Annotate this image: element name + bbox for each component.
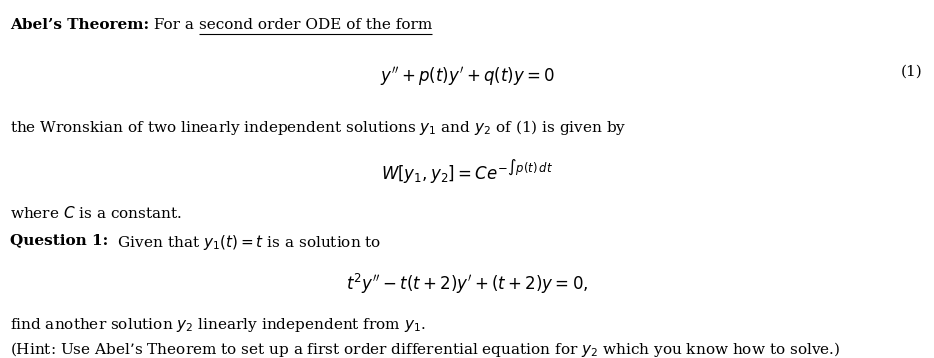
Text: find another solution $y_2$ linearly independent from $y_1$.: find another solution $y_2$ linearly ind…	[10, 316, 426, 334]
Text: (Hint: Use Abel’s Theorem to set up a first order differential equation for $y_2: (Hint: Use Abel’s Theorem to set up a fi…	[10, 340, 841, 358]
Text: Given that $y_1(t) = t$ is a solution to: Given that $y_1(t) = t$ is a solution to	[108, 233, 382, 252]
Text: For a: For a	[149, 18, 199, 32]
Text: $y'' + p(t)y' + q(t)y = 0$: $y'' + p(t)y' + q(t)y = 0$	[379, 65, 555, 88]
Text: second order ODE of the form: second order ODE of the form	[199, 18, 432, 32]
Text: Question 1:: Question 1:	[10, 233, 108, 247]
Text: where $C$ is a constant.: where $C$ is a constant.	[10, 205, 182, 221]
Text: $t^2 y'' - t(t+2)y' + (t+2)y = 0,$: $t^2 y'' - t(t+2)y' + (t+2)y = 0,$	[346, 272, 588, 296]
Text: $W[y_1, y_2] = Ce^{-\int p(t)\, dt}$: $W[y_1, y_2] = Ce^{-\int p(t)\, dt}$	[381, 158, 553, 187]
Text: (1): (1)	[900, 65, 922, 79]
Text: the Wronskian of two linearly independent solutions $y_1$ and $y_2$ of (1) is gi: the Wronskian of two linearly independen…	[10, 118, 627, 137]
Text: Abel’s Theorem:: Abel’s Theorem:	[10, 18, 149, 32]
